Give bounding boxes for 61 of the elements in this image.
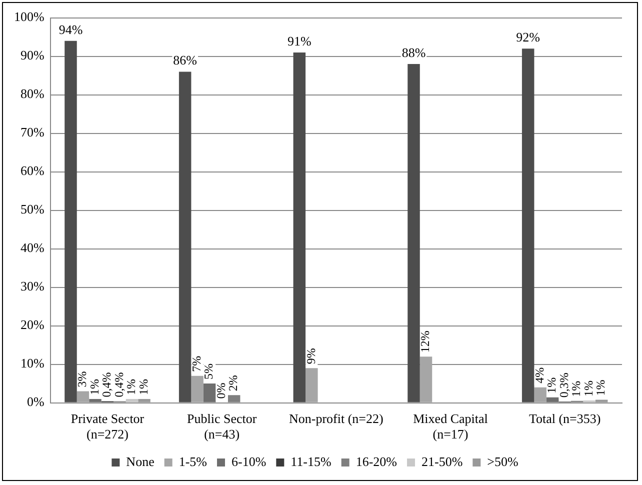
data-label: 0,3% — [556, 372, 571, 398]
legend-label: None — [126, 454, 155, 469]
bar — [203, 384, 216, 402]
x-tick-label: Mixed Capital (n=17) — [413, 411, 488, 442]
y-tick-label: 10% — [20, 356, 44, 371]
y-tick-label: 90% — [20, 48, 44, 63]
y-tick-label: 0% — [26, 394, 44, 410]
legend-label: 11-15% — [290, 454, 332, 469]
bar — [595, 400, 608, 402]
bar — [408, 64, 420, 402]
data-label: 9% — [304, 348, 318, 364]
x-tick-label: Total (n=353) — [528, 411, 601, 426]
data-label: 1% — [569, 380, 584, 397]
legend-label: 16-20% — [356, 454, 398, 469]
data-label: 7% — [189, 356, 204, 372]
data-label: 1% — [581, 380, 596, 396]
data-label: 4% — [532, 367, 546, 384]
legend-label: 1-5% — [178, 454, 208, 469]
y-tick-label: 20% — [20, 317, 44, 332]
data-label: 1% — [136, 378, 150, 395]
data-label: 1% — [594, 380, 608, 396]
bar — [64, 40, 77, 402]
data-label: 5% — [202, 364, 216, 380]
y-tick-label: 70% — [20, 124, 44, 140]
bar — [138, 398, 150, 402]
data-label: 0,4% — [100, 372, 114, 398]
y-tick-label: 60% — [20, 163, 44, 178]
bar — [126, 398, 138, 402]
bar — [420, 356, 432, 402]
legend-label: 21-50% — [421, 454, 463, 469]
bar — [76, 391, 90, 402]
legend-label: 6-10% — [232, 454, 266, 469]
data-label: 12% — [418, 330, 432, 353]
y-tick-label: 100% — [14, 9, 44, 24]
bar — [522, 48, 534, 402]
x-tick-label: Non-profit (n=22) — [288, 411, 384, 426]
y-tick-label: 80% — [20, 86, 44, 102]
data-label: 3% — [75, 371, 90, 388]
x-tick-label: Private Sector (n=272) — [70, 411, 145, 442]
y-tick-label: 30% — [20, 278, 44, 294]
data-label: 92% — [516, 30, 540, 45]
bar — [178, 72, 192, 402]
bar — [306, 368, 318, 402]
data-label: 1% — [544, 377, 559, 394]
data-label: 94% — [58, 22, 83, 37]
y-tick-label: 50% — [20, 202, 44, 217]
data-label: 0,4% — [112, 372, 126, 398]
data-label: 88% — [402, 44, 426, 60]
x-tick-label: Public Sector (n=43) — [186, 411, 258, 442]
data-label: 2% — [226, 375, 240, 392]
bar — [191, 376, 204, 402]
y-tick-label: 40% — [20, 240, 44, 256]
bar — [89, 398, 102, 402]
data-label: 1% — [87, 378, 102, 395]
data-label: 0% — [214, 382, 228, 399]
data-label: 86% — [173, 52, 198, 68]
bar — [293, 52, 306, 402]
bar — [546, 397, 559, 402]
legend-label: >50% — [487, 454, 518, 469]
data-label: 91% — [287, 33, 312, 48]
data-label: 1% — [124, 378, 138, 395]
